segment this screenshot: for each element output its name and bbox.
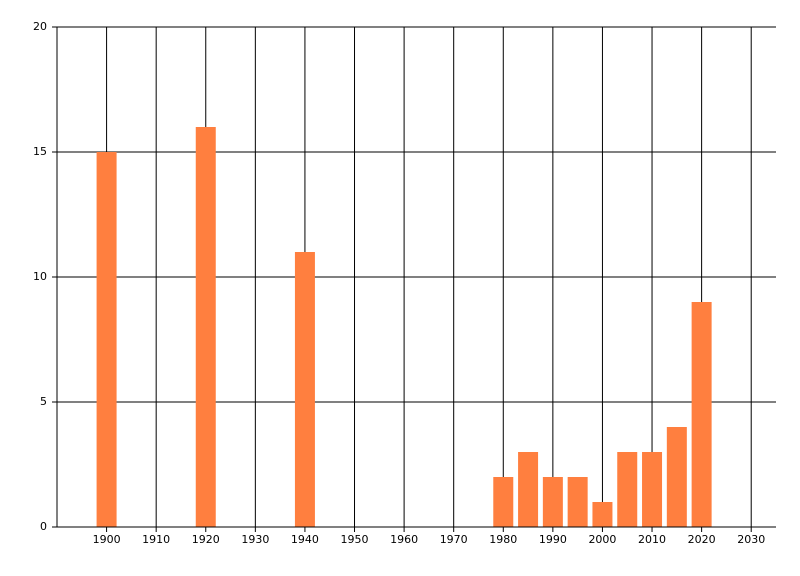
y-tick-label: 0 xyxy=(40,520,47,533)
bar xyxy=(493,477,514,527)
x-tick-label: 1980 xyxy=(489,533,517,546)
y-tick-label: 10 xyxy=(33,270,47,283)
bar xyxy=(96,152,117,527)
x-tick-label: 1940 xyxy=(291,533,319,546)
x-tick-label: 1970 xyxy=(440,533,468,546)
x-tick-label: 2010 xyxy=(638,533,666,546)
x-tick-label: 2020 xyxy=(688,533,716,546)
y-tick-label: 20 xyxy=(33,20,47,33)
x-tick-label: 1930 xyxy=(241,533,269,546)
x-tick-label: 1950 xyxy=(341,533,369,546)
bar xyxy=(567,477,588,527)
bar xyxy=(592,502,613,527)
x-tick-label: 1910 xyxy=(142,533,170,546)
bar xyxy=(518,452,539,527)
x-tick-label: 2030 xyxy=(737,533,765,546)
x-tick-label: 1900 xyxy=(93,533,121,546)
x-tick-label: 2000 xyxy=(588,533,616,546)
bar xyxy=(666,427,687,527)
x-tick-label: 1960 xyxy=(390,533,418,546)
y-tick-label: 15 xyxy=(33,145,47,158)
y-tick-label: 5 xyxy=(40,395,47,408)
bar xyxy=(294,252,315,527)
x-tick-label: 1920 xyxy=(192,533,220,546)
x-tick-label: 1990 xyxy=(539,533,567,546)
bar xyxy=(542,477,563,527)
bar xyxy=(617,452,638,527)
bar xyxy=(642,452,663,527)
bar xyxy=(691,302,712,527)
bar xyxy=(195,127,216,527)
